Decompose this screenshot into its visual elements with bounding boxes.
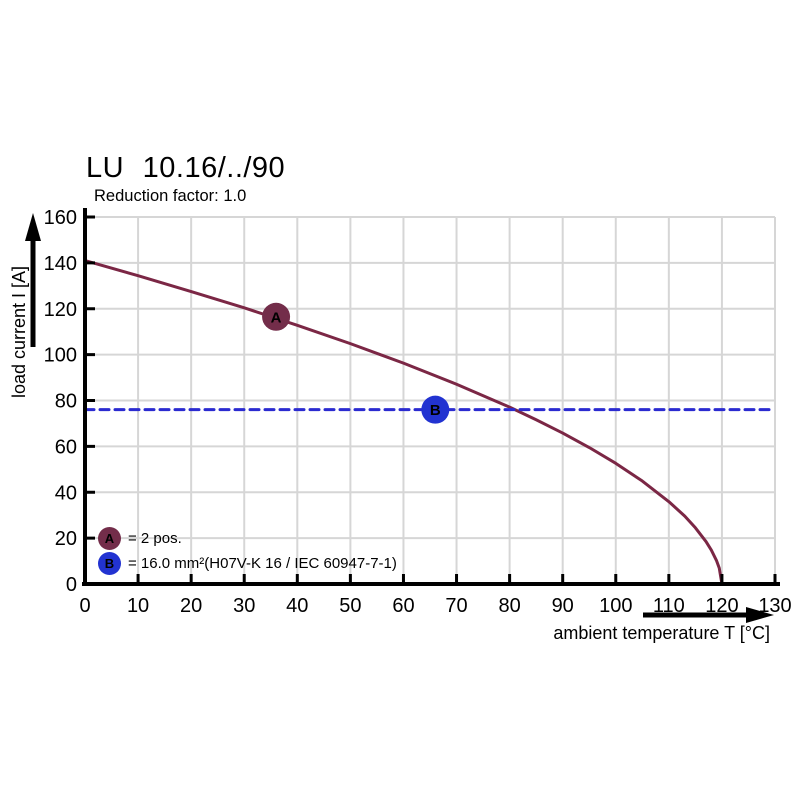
marker-a	[262, 302, 291, 331]
y-tick-label: 140	[44, 253, 77, 275]
x-tick-label: 90	[552, 595, 574, 617]
y-tick-label: 100	[44, 345, 77, 367]
x-tick-label: 20	[180, 595, 202, 617]
x-tick-label: 0	[79, 595, 90, 617]
legend-row-b: B = 16.0 mm²(H07V-K 16 / IEC 60947-7-1)	[98, 551, 397, 575]
x-axis-arrow-icon	[746, 607, 774, 623]
y-tick-label: 80	[55, 391, 77, 413]
chart-legend: A = 2 pos. B = 16.0 mm²(H07V-K 16 / IEC …	[98, 526, 397, 576]
y-tick-label: 160	[44, 207, 77, 229]
x-tick-label: 60	[392, 595, 414, 617]
y-tick-label: 40	[55, 482, 77, 504]
marker-b-label: B	[430, 402, 441, 419]
y-tick-label: 120	[44, 299, 77, 321]
legend-marker-a-icon: A	[98, 526, 121, 550]
y-axis-arrow-icon	[25, 213, 41, 241]
chart-title: LU 10.16/../90	[86, 152, 286, 184]
y-tick-label: 20	[55, 528, 77, 550]
x-tick-label: 40	[286, 595, 308, 617]
x-tick-label: 130	[758, 595, 791, 617]
legend-text-a: = 2 pos.	[128, 529, 182, 547]
legend-marker-b-icon: B	[98, 551, 121, 575]
x-tick-label: 30	[233, 595, 255, 617]
x-tick-label: 100	[599, 595, 632, 617]
legend-text-b: = 16.0 mm²(H07V-K 16 / IEC 60947-7-1)	[128, 554, 397, 572]
y-tick-label: 0	[66, 574, 77, 596]
x-tick-label: 10	[127, 595, 149, 617]
x-axis-title: ambient temperature T [°C]	[553, 623, 770, 643]
y-tick-label: 60	[55, 436, 77, 458]
marker-b	[421, 395, 450, 424]
chart-subtitle: Reduction factor: 1.0	[94, 187, 247, 205]
x-tick-label: 80	[498, 595, 520, 617]
x-tick-label: 120	[705, 595, 738, 617]
x-tick-label: 70	[445, 595, 467, 617]
x-tick-label: 50	[339, 595, 361, 617]
marker-a-label: A	[271, 309, 282, 326]
legend-row-a: A = 2 pos.	[98, 526, 397, 550]
x-tick-label: 110	[653, 595, 685, 617]
